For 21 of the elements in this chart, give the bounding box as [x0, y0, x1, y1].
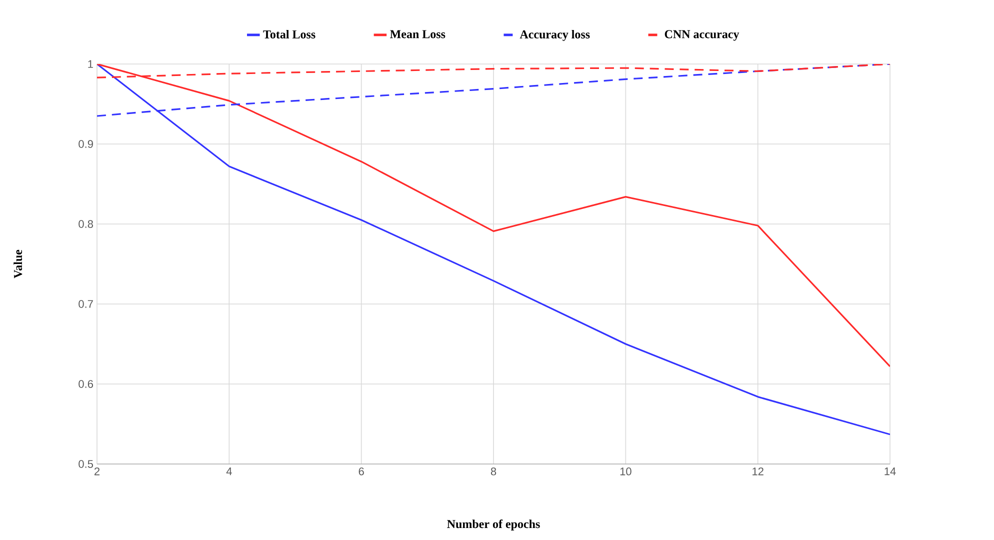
y-axis-title: Value	[14, 250, 22, 278]
y-tick-label: 0.9	[78, 140, 93, 148]
legend-label: Mean Loss	[390, 30, 446, 38]
x-tick-label: 6	[358, 468, 364, 476]
x-tick-label: 14	[884, 468, 896, 476]
y-tick-label: 0.7	[78, 300, 93, 308]
x-tick-label: 12	[752, 468, 764, 476]
x-tick-label: 10	[620, 468, 632, 476]
y-tick-label: 0.5	[78, 460, 94, 468]
legend-label: Total Loss	[263, 30, 316, 38]
legend-label: CNN accuracy	[664, 30, 740, 41]
x-axis-title: Number of epochs	[447, 520, 540, 531]
y-tick-label: 1	[88, 60, 93, 68]
line-series	[97, 64, 890, 368]
x-tick-label: 8	[490, 468, 496, 476]
x-tick-label: 4	[226, 468, 232, 476]
line-series	[97, 64, 890, 436]
y-tick-label: 0.8	[78, 220, 94, 228]
x-tick-label: 2	[94, 468, 100, 476]
legend-label: Accuracy loss	[520, 30, 590, 41]
y-tick-label: 0.6	[78, 380, 94, 388]
